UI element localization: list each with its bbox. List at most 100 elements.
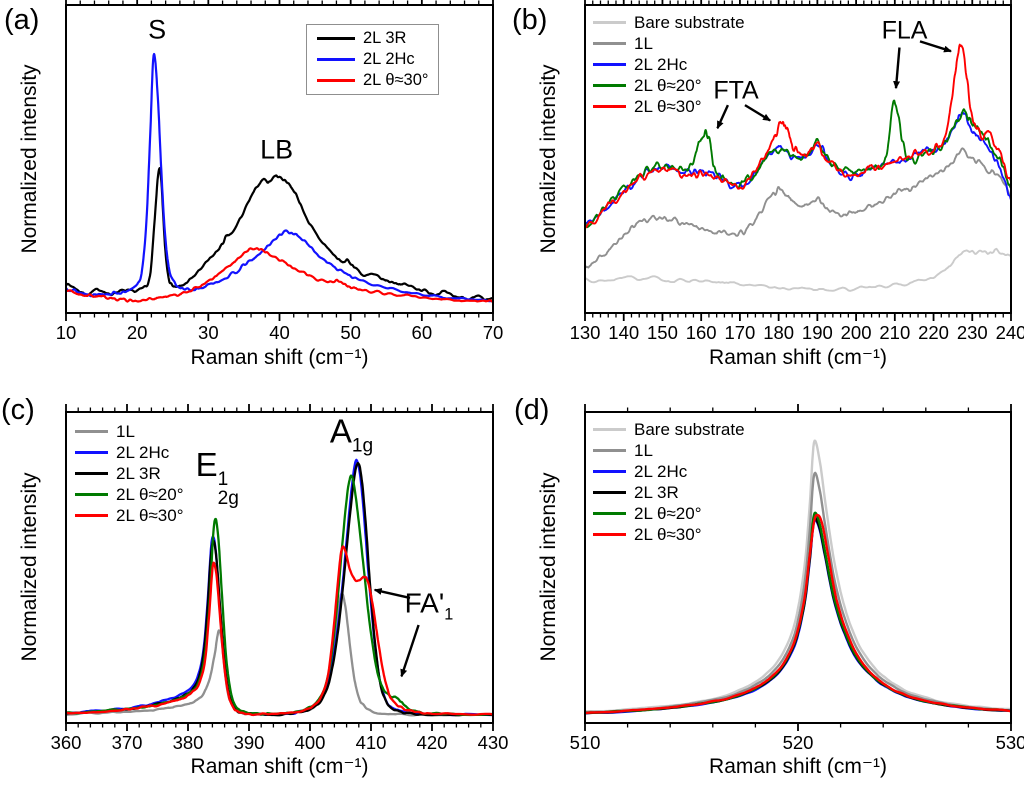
x-tick-label: 20 xyxy=(127,322,148,343)
x-tick-label: 220 xyxy=(918,322,949,343)
legend-label: 2L θ≈20° xyxy=(634,75,702,95)
legend-label: 2L θ≈20° xyxy=(634,503,702,523)
legend-line-swatch xyxy=(75,430,108,433)
series-bare-substrate xyxy=(585,247,1011,292)
annotation-arrow xyxy=(893,47,901,90)
legend-line-swatch xyxy=(593,42,626,45)
x-tick-label: 190 xyxy=(802,322,833,343)
legend-label: 2L θ≈30° xyxy=(116,505,184,525)
legend-item: 2L 3R xyxy=(593,482,745,503)
x-tick-label: 70 xyxy=(483,322,504,343)
series-1l xyxy=(585,471,1011,714)
annotation-label: E 1 2g xyxy=(195,446,239,510)
legend-line-swatch xyxy=(593,533,626,536)
legend-item: 2L θ≈30° xyxy=(593,524,745,545)
x-tick-label: 510 xyxy=(570,732,601,753)
legend-item: 1L xyxy=(593,33,745,54)
annotation-arrow xyxy=(716,104,729,130)
legend-line-swatch xyxy=(75,451,108,454)
annotation-label: FTA xyxy=(713,76,759,105)
x-tick-label: 530 xyxy=(996,732,1024,753)
x-tick-label: 180 xyxy=(763,322,794,343)
legend-label: 2L θ≈30° xyxy=(634,524,702,544)
legend-label: 2L 2Hc xyxy=(116,442,170,462)
legend-item: 2L θ≈30° xyxy=(593,96,745,117)
panel-b-y-axis-title: Normalized intensity xyxy=(537,64,560,254)
x-tick-label: 60 xyxy=(412,322,433,343)
plot-frame xyxy=(584,411,1012,724)
x-tick-label: 200 xyxy=(841,322,872,343)
series-2l-30- xyxy=(66,545,493,717)
legend-item: Bare substrate xyxy=(593,419,745,440)
legend-label: Bare substrate xyxy=(634,12,745,32)
x-tick-label: 410 xyxy=(356,732,387,753)
x-tick-label: 380 xyxy=(173,732,204,753)
panel-c-label: (c) xyxy=(1,394,35,426)
legend-line-swatch xyxy=(75,514,108,517)
legend-item: 2L θ≈30° xyxy=(317,70,429,91)
legend-item: Bare substrate xyxy=(593,12,745,33)
panel-a-legend: 2L 3R 2L 2Hc 2L θ≈30° xyxy=(306,24,439,95)
legend-line-swatch xyxy=(593,512,626,515)
legend-label: 1L xyxy=(634,33,653,53)
legend-item: 2L θ≈20° xyxy=(593,503,745,524)
series-1l xyxy=(585,147,1011,269)
panel-b-label: (b) xyxy=(512,4,548,36)
panel-b-legend: Bare substrate 1L 2L 2Hc 2L θ≈20° 2L θ≈30° xyxy=(593,12,745,117)
annotation-arrow xyxy=(744,104,771,122)
x-tick-label: 520 xyxy=(783,732,814,753)
panel-a-y-axis-title: Normalized intensity xyxy=(18,64,41,254)
panel-d-y-axis-title: Normalized intensity xyxy=(537,472,560,662)
x-tick-label: 400 xyxy=(295,732,326,753)
plot-frame xyxy=(65,411,494,724)
legend-item: 2L θ≈20° xyxy=(593,75,745,96)
x-tick-label: 40 xyxy=(269,322,290,343)
x-tick-label: 50 xyxy=(340,322,361,343)
x-tick-label: 430 xyxy=(478,732,509,753)
legend-line-swatch xyxy=(593,470,626,473)
x-tick-label: 160 xyxy=(686,322,717,343)
x-tick-label: 170 xyxy=(724,322,755,343)
legend-label: 1L xyxy=(116,421,135,441)
x-tick-label: 230 xyxy=(957,322,988,343)
legend-line-swatch xyxy=(593,21,626,24)
annotation-arrow xyxy=(919,40,952,53)
legend-label: 2L θ≈20° xyxy=(116,484,184,504)
series-2l-2hc xyxy=(66,52,493,303)
legend-label: 2L 3R xyxy=(116,463,161,483)
legend-item: 1L xyxy=(593,440,745,461)
annotation-label: A1g xyxy=(329,413,374,457)
legend-label: 2L 2Hc xyxy=(634,461,688,481)
panel-c-y-axis-title: Normalized intensity xyxy=(18,472,41,662)
legend-label: 2L 2Hc xyxy=(363,50,415,68)
series-2l-30- xyxy=(66,247,493,303)
annotation-label: LB xyxy=(260,134,294,165)
legend-label: 1L xyxy=(634,440,653,460)
legend-item: 2L 2Hc xyxy=(75,442,184,463)
axis-ticks xyxy=(584,404,1012,731)
legend-line-swatch xyxy=(317,79,355,82)
x-tick-label: 10 xyxy=(56,322,77,343)
series-2l-30- xyxy=(585,513,1011,715)
x-tick-label: 30 xyxy=(198,322,219,343)
x-tick-label: 420 xyxy=(417,732,448,753)
legend-item: 2L 2Hc xyxy=(593,461,745,482)
legend-line-swatch xyxy=(593,428,626,431)
legend-label: 2L 3R xyxy=(363,29,407,47)
legend-label: 2L 3R xyxy=(634,482,679,502)
legend-line-swatch xyxy=(593,105,626,108)
annotation-label: S xyxy=(148,14,167,45)
plot-frame xyxy=(584,4,1012,314)
legend-line-swatch xyxy=(593,491,626,494)
legend-line-swatch xyxy=(593,449,626,452)
x-tick-label: 240 xyxy=(996,322,1024,343)
panel-d-plot-area: 510 520 530 xyxy=(570,404,1024,753)
panel-d-legend: Bare substrate 1L 2L 2Hc 2L 3R 2L θ≈20° 2L θ≈… xyxy=(593,419,745,545)
legend-line-swatch xyxy=(593,84,626,87)
x-tick-label: 390 xyxy=(234,732,265,753)
panel-b-x-axis-title: Raman shift (cm⁻¹) xyxy=(709,346,887,369)
panel-c-x-axis-title: Raman shift (cm⁻¹) xyxy=(190,755,369,778)
x-tick-label: 140 xyxy=(608,322,639,343)
plot-frame xyxy=(65,4,494,314)
panel-b-plot-area: 130 140 150 160 170 180 190 200 210 220 230 240 xyxy=(570,0,1024,343)
